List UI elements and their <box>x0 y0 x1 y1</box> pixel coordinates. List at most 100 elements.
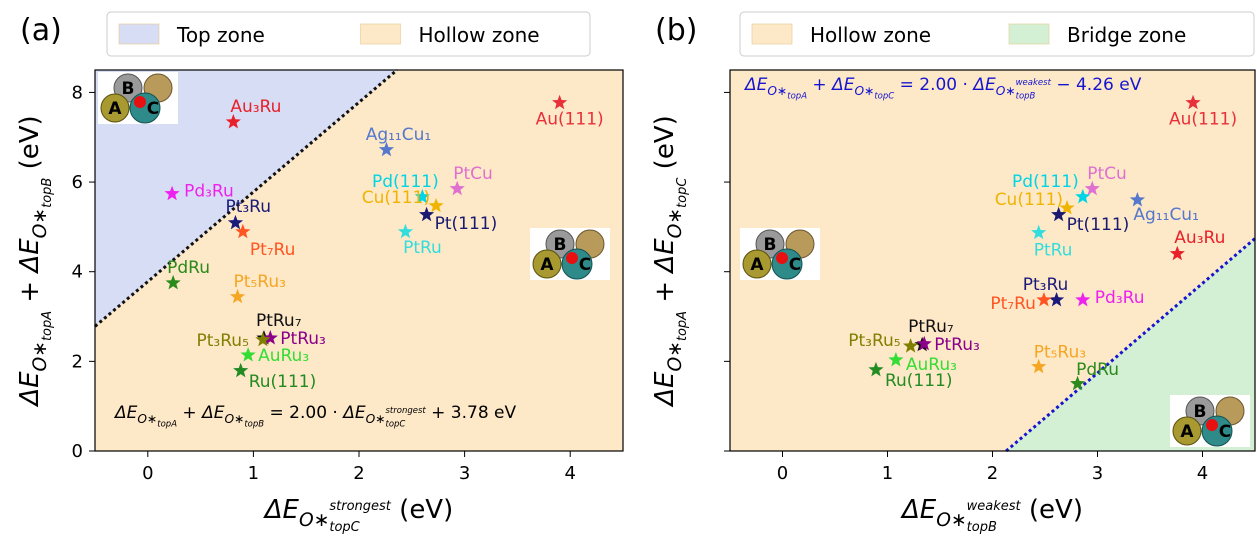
data-label: Pt₃Ru <box>225 197 271 217</box>
data-point <box>262 330 278 345</box>
data-label: Pt₅Ru₃ <box>1034 343 1086 363</box>
data-point <box>235 223 251 239</box>
data-label: Pt(111) <box>435 214 498 234</box>
data-label: Pt₇Ru <box>990 294 1036 314</box>
data-label: PtRu <box>403 238 442 258</box>
data-point <box>1075 188 1091 204</box>
data-point <box>227 214 244 230</box>
text-part: O∗ <box>767 84 787 98</box>
text-part: + <box>15 273 45 311</box>
text-part: topA <box>787 92 807 102</box>
text-part: O∗ <box>665 208 686 238</box>
site-label: C <box>147 99 159 119</box>
site-icon: ABC <box>98 72 178 124</box>
text-part: topC <box>675 177 690 208</box>
text-part: ΔE <box>650 238 680 275</box>
x-tick-label: 1 <box>882 463 893 484</box>
legend-box <box>106 11 591 57</box>
data-label: Pd(111) <box>1012 172 1079 192</box>
adsorbate <box>1206 419 1218 431</box>
y-tick-label: 0 <box>72 441 83 462</box>
x-axis-label: ΔEO∗topC strongest (eV) <box>263 495 454 535</box>
site-label: A <box>108 99 122 119</box>
data-point <box>255 331 271 347</box>
site-icon: ABC <box>530 228 610 280</box>
text-part: O∗ <box>224 412 244 426</box>
x-tick-label: 3 <box>1092 463 1103 484</box>
text-part: weakest <box>967 499 1022 514</box>
text-part: topA <box>40 311 55 341</box>
data-point <box>165 274 181 290</box>
adsorbate <box>566 252 578 264</box>
text-part: strongest <box>329 499 391 514</box>
x-axis-label: ΔEO∗topB weakest (eV) <box>900 495 1083 535</box>
text-part: O∗ <box>30 341 51 371</box>
data-label: PtRu <box>1034 241 1073 261</box>
data-point <box>1129 191 1146 207</box>
data-point <box>902 338 919 353</box>
text-part: ΔE <box>830 75 855 95</box>
text-part: ΔE <box>341 403 366 423</box>
text-part: ΔE <box>113 403 138 423</box>
data-label: Au₃Ru <box>230 97 281 117</box>
legend-label: Top zone <box>176 23 265 47</box>
data-point <box>229 288 246 304</box>
text-part: topC <box>386 420 406 430</box>
adsorbate <box>776 252 788 264</box>
site-label: A <box>1180 422 1194 442</box>
text-part: (eV) <box>15 115 45 177</box>
x-tick-label: 3 <box>459 463 470 484</box>
data-label: AuRu₃ <box>906 355 957 375</box>
data-point <box>449 180 465 196</box>
data-label: PtCu <box>1087 164 1127 184</box>
data-point <box>888 352 904 367</box>
y-tick-label: 2 <box>72 351 83 372</box>
legend-label: Hollow zone <box>419 23 540 47</box>
text-part: topB <box>244 420 264 430</box>
panel-label: (a) <box>20 13 62 48</box>
data-point <box>164 185 180 201</box>
data-point <box>868 361 884 377</box>
annotation: ΔEO∗topA + ΔEO∗topB = 2.00 · ΔEO∗topCstr… <box>113 403 517 430</box>
text-part: (eV) <box>1021 495 1083 525</box>
data-label: PtRu₃ <box>280 329 326 349</box>
data-label: Pt(111) <box>1067 215 1130 235</box>
data-point <box>225 114 241 129</box>
data-label: Pt₃Ru <box>1023 275 1069 295</box>
atom <box>742 249 772 279</box>
x-tick-label: 4 <box>1197 463 1208 484</box>
text-part: topB <box>1016 92 1036 102</box>
data-label: Pd(111) <box>372 172 439 192</box>
text-part: = 2.00 · <box>264 403 343 423</box>
legend-box <box>739 11 1255 57</box>
site-label: C <box>789 255 801 275</box>
text-part: + 3.78 eV <box>426 403 517 423</box>
data-point <box>1185 94 1201 110</box>
text-part: O∗ <box>936 510 966 531</box>
site-label: B <box>122 79 135 99</box>
data-point <box>1031 224 1047 240</box>
site-label: C <box>579 255 591 275</box>
y-tick-label: 8 <box>72 82 83 103</box>
data-label: Pt₃Ru₅ <box>848 331 900 351</box>
data-point <box>1051 206 1067 222</box>
legend-label: Hollow zone <box>810 23 931 47</box>
data-label: Pt₇Ru <box>250 240 296 260</box>
site-label: B <box>764 235 777 255</box>
data-label: Pt₃Ru₅ <box>197 331 249 351</box>
text-part: ΔE <box>900 495 937 525</box>
text-part: topB <box>967 520 997 535</box>
text-part: O∗ <box>854 84 874 98</box>
data-label: Au₃Ru <box>1174 228 1225 248</box>
text-part: weakest <box>1016 78 1052 88</box>
text-part: topC <box>874 92 894 102</box>
text-part: ΔE <box>650 371 680 408</box>
data-point <box>378 141 395 157</box>
data-label: Pt₅Ru₃ <box>234 272 286 292</box>
data-point <box>1059 200 1075 215</box>
text-part: (eV) <box>650 115 680 177</box>
data-label: Pd₃Ru <box>1095 288 1145 308</box>
y-axis-label: ΔEO∗topA + ΔEO∗topC (eV) <box>650 115 690 408</box>
atom <box>100 93 130 123</box>
